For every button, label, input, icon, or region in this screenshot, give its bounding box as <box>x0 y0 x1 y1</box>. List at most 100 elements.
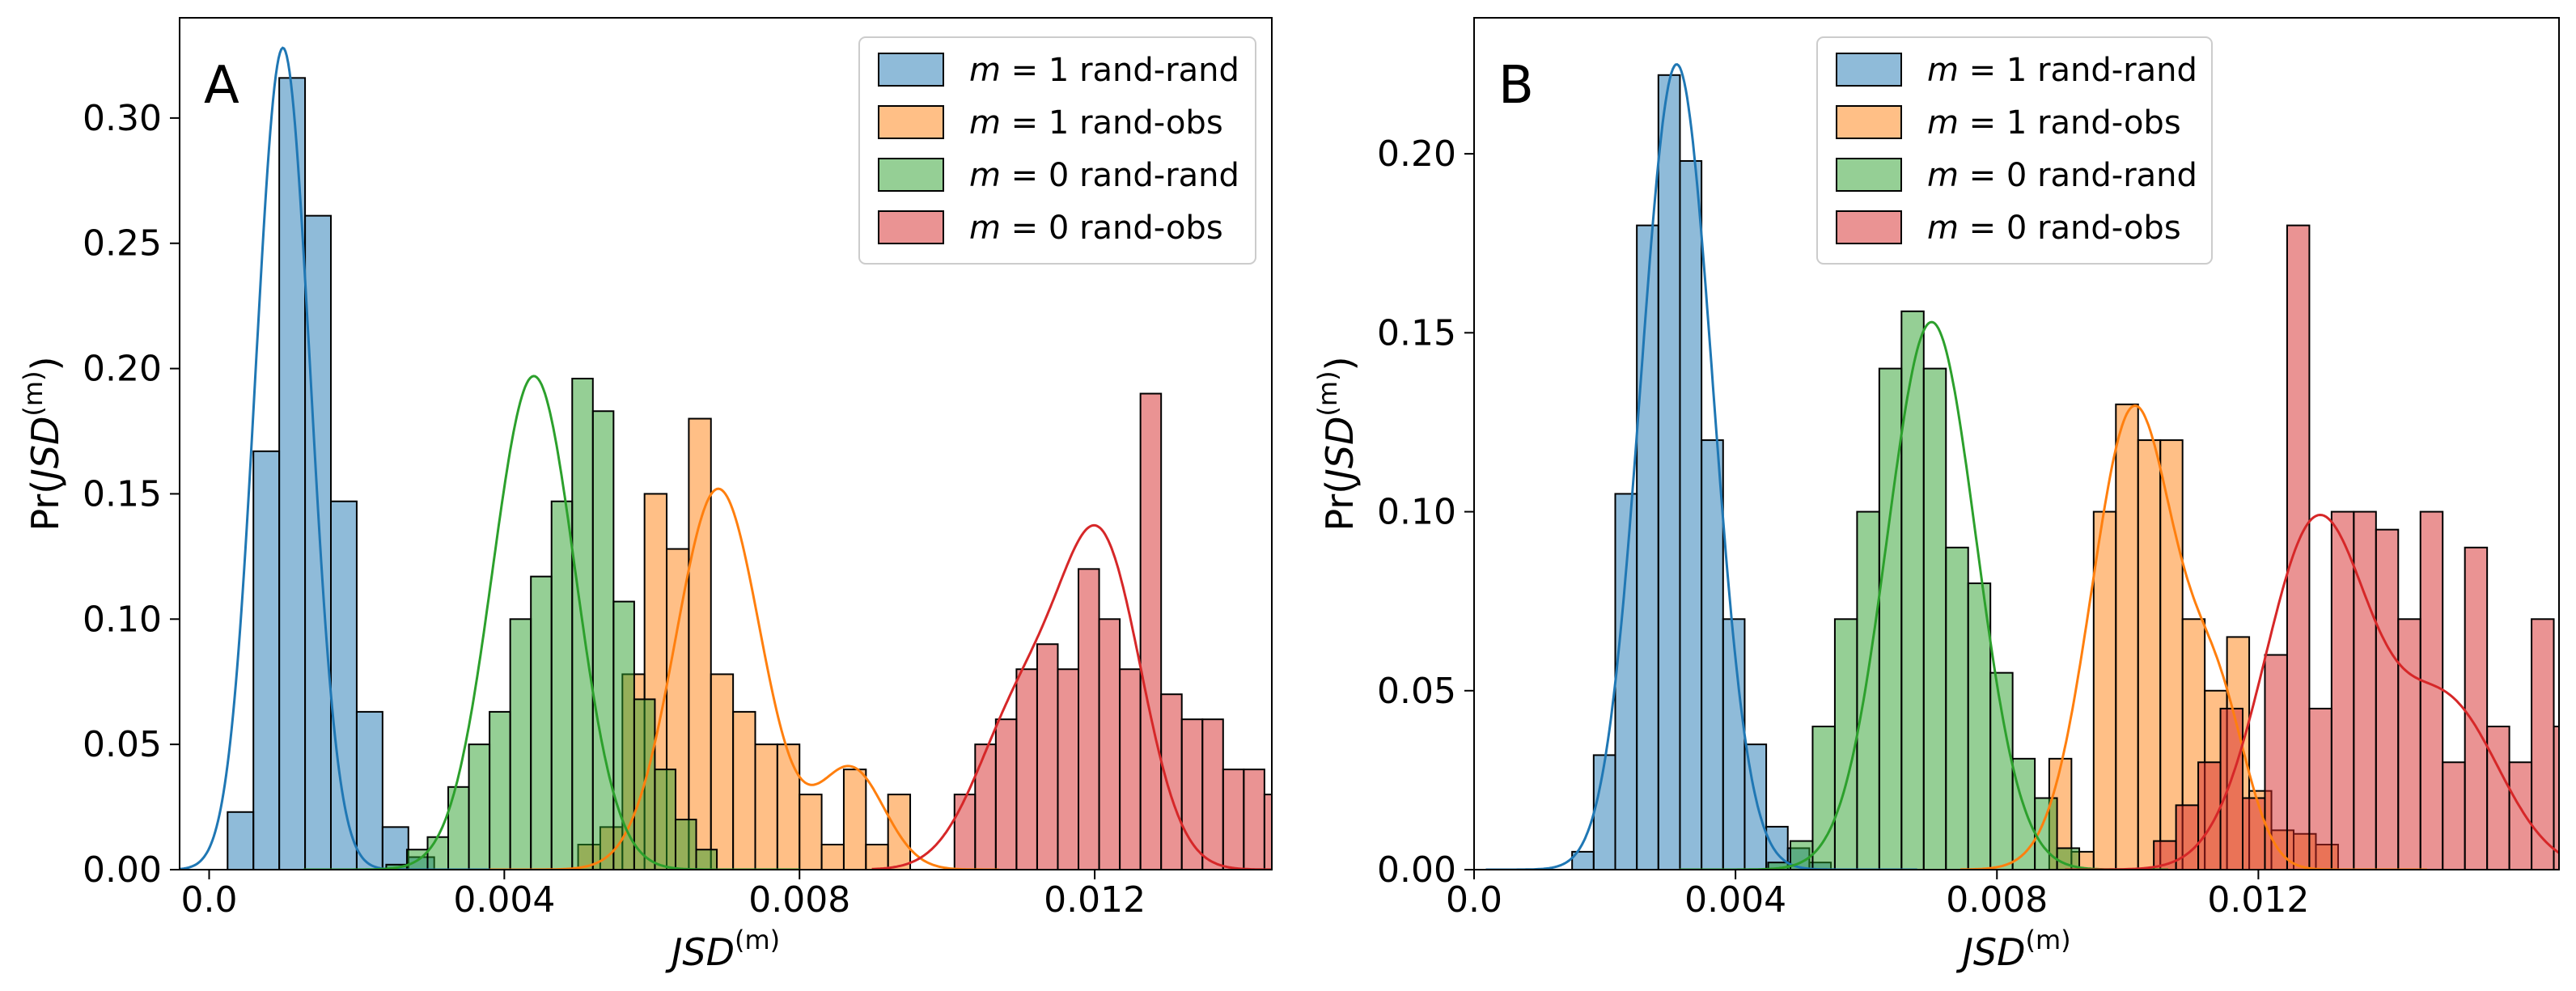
x-axis-label: JSD(m) <box>1955 925 2070 974</box>
panel-label: B <box>1498 56 1534 116</box>
histogram-bar <box>1139 392 1163 870</box>
panel-label: A <box>204 56 239 116</box>
histogram-bar <box>2092 510 2117 870</box>
x-tick-label: 0.012 <box>2207 879 2309 921</box>
y-tick-label: 0.00 <box>83 849 162 891</box>
histogram-bar <box>1201 718 1224 870</box>
histogram-bar <box>1180 718 1204 870</box>
y-tick-label: 0.15 <box>83 473 162 515</box>
y-tick-label: 0.00 <box>1377 849 1456 891</box>
plot-area <box>1485 63 2559 870</box>
histogram-bar <box>1679 159 1703 870</box>
x-tick-label: 0.008 <box>1946 879 2048 921</box>
y-tick-label: 0.05 <box>83 724 162 765</box>
series-0 <box>1571 74 1832 870</box>
legend-swatch <box>1836 105 1902 139</box>
y-tick-label: 0.15 <box>1377 312 1456 354</box>
histogram-bar <box>1989 671 2014 870</box>
histogram-bar <box>2553 726 2559 870</box>
histogram-bar <box>426 836 450 870</box>
histogram-bar <box>381 826 409 870</box>
y-tick-label: 0.05 <box>1377 671 1456 712</box>
histogram-bar <box>1945 546 1969 870</box>
histogram-bar <box>1243 769 1265 870</box>
histogram-bar <box>509 618 532 870</box>
legend-label: m = 1 rand-obs <box>1927 104 2181 142</box>
panel-A: 0.0 0.004 0.008 0.012 0.00 0.05 0.10 0.15 0.20 0.… <box>18 17 1273 974</box>
histogram-bar <box>776 743 801 870</box>
histogram-bar <box>591 410 615 870</box>
legend-label: m = 1 rand-rand <box>1927 52 2197 89</box>
series-0 <box>227 77 435 870</box>
x-tick-label: 0.0 <box>180 879 237 921</box>
histogram-bar <box>252 450 281 870</box>
histogram-bar <box>688 417 712 870</box>
histogram-bar <box>674 819 697 870</box>
histogram-bar <box>1015 668 1038 870</box>
histogram-bar <box>2397 618 2421 870</box>
kde-curve <box>1960 404 2427 870</box>
kde-curve <box>180 46 538 870</box>
axes-frame <box>179 17 1273 870</box>
series-2 <box>1767 310 2081 870</box>
histogram-bar <box>2375 528 2400 870</box>
histogram-bar <box>2531 618 2555 870</box>
histogram-bar <box>1701 439 1724 870</box>
legend-swatch <box>878 158 944 192</box>
y-tick-label: 0.25 <box>83 223 162 265</box>
histogram-bar <box>1057 668 1080 870</box>
histogram-bar <box>2286 224 2311 870</box>
y-tick-label: 0.20 <box>83 349 162 390</box>
legend: m = 1 rand-rand m = 1 rand-obs m = 0 rand-… <box>858 36 1256 265</box>
x-tick-label: 0.008 <box>748 879 850 921</box>
legend-label: m = 1 rand-obs <box>969 104 1223 142</box>
histogram-bar <box>2442 761 2466 870</box>
y-tick-label: 0.10 <box>1377 492 1456 533</box>
histogram-bar <box>612 600 635 870</box>
histogram-bar <box>1722 618 1746 870</box>
histogram-bar <box>1878 367 1903 870</box>
histogram-bar <box>304 214 332 870</box>
histogram-bar <box>2508 761 2533 870</box>
histogram-bar <box>2308 707 2332 870</box>
legend-swatch <box>878 105 944 139</box>
histogram-bar <box>2115 403 2139 870</box>
histogram-bar <box>2242 797 2266 870</box>
histogram-bar <box>1614 493 1638 870</box>
axes-frame <box>1473 17 2560 870</box>
histogram-bar <box>489 710 511 870</box>
x-axis-label: JSD(m) <box>665 925 780 974</box>
histogram-bar <box>1636 224 1659 870</box>
legend: m = 1 rand-rand m = 1 rand-obs m = 0 rand-… <box>1816 36 2213 265</box>
legend-swatch <box>878 210 944 244</box>
histogram-bar <box>1856 510 1880 870</box>
y-axis-label: Pr(JSD(m)) <box>18 356 67 531</box>
legend-box <box>1816 36 2213 265</box>
histogram-bar <box>468 743 491 870</box>
legend-box <box>858 36 1256 265</box>
legend-swatch <box>1836 53 1902 87</box>
histogram-bar <box>1967 582 1992 870</box>
histogram-bar <box>732 710 756 870</box>
histogram-bar <box>799 794 823 870</box>
histogram-bar <box>654 769 676 870</box>
legend-label: m = 0 rand-rand <box>1927 157 2197 194</box>
legend-label: m = 1 rand-rand <box>969 52 1239 89</box>
kde-curve <box>1485 63 1917 870</box>
histogram-bar <box>1657 74 1681 870</box>
histogram-bar <box>842 769 867 870</box>
x-tick-label: 0.0 <box>1446 879 1502 921</box>
histogram-bar <box>953 794 977 870</box>
legend-label: m = 0 rand-obs <box>969 210 1223 247</box>
histogram-bar <box>329 500 358 870</box>
histogram-bar <box>865 844 889 870</box>
histogram-bar <box>355 710 383 870</box>
histogram-bar <box>1811 726 1836 870</box>
kde-curve <box>489 487 999 870</box>
histogram-bar <box>1119 668 1142 870</box>
histogram-bar <box>2353 510 2377 870</box>
x-tick-label: 0.012 <box>1044 879 1146 921</box>
x-tick-label: 0.004 <box>1684 879 1786 921</box>
histogram-bar <box>2486 726 2510 870</box>
